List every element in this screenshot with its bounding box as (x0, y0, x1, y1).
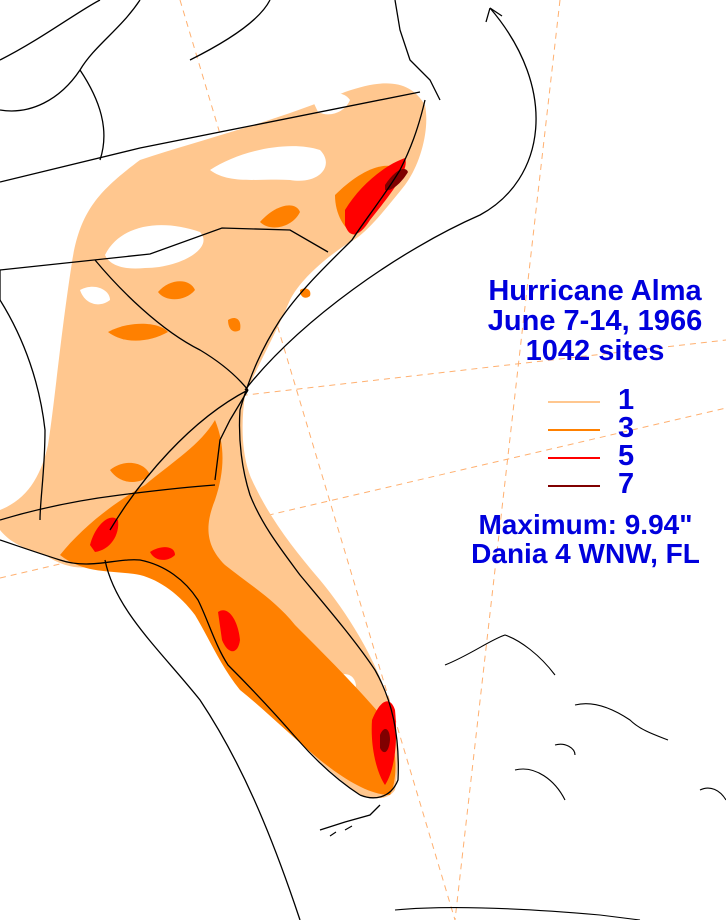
meridian-line (454, 0, 561, 920)
island-outline (574, 703, 669, 741)
state-boundary (94, 259, 249, 391)
title-line-3: 1042 sites (525, 335, 665, 367)
rain-gap (310, 92, 350, 115)
legend-swatch (548, 485, 600, 487)
legend-swatch (548, 401, 600, 403)
legend-label: 1 (618, 384, 635, 416)
rain-gap (80, 286, 110, 305)
rain-contour-7 (380, 168, 408, 753)
boundaries (0, 0, 441, 831)
track-north (244, 7, 537, 391)
island-outline (514, 768, 566, 801)
island-outline (554, 743, 576, 756)
storm-track (104, 7, 537, 920)
rain-contour-5 (90, 158, 406, 785)
legend-label: 3 (618, 412, 635, 444)
legend-label: 7 (618, 468, 635, 500)
islands (329, 634, 726, 920)
state-boundary (0, 299, 46, 521)
maximum-info: Maximum: 9.94" Dania 4 WNW, FL (448, 510, 723, 568)
gulf-coastline (0, 539, 361, 796)
legend-label: 5 (618, 440, 635, 472)
state-boundary (0, 484, 216, 521)
legend-swatch (548, 429, 600, 431)
state-boundary (214, 389, 249, 481)
parallel-line (219, 339, 726, 399)
island-outline (329, 825, 353, 837)
title-line-1: Hurricane Alma (488, 275, 702, 307)
state-boundary (0, 91, 421, 183)
state-boundary (189, 0, 271, 61)
track-south (104, 559, 301, 920)
rain-gap (210, 146, 326, 181)
atlantic-coastline (238, 99, 426, 799)
track-arrow-icon (485, 7, 503, 23)
state-boundary (0, 227, 329, 271)
chesapeake-coastline (394, 0, 441, 101)
island-outline (699, 787, 726, 801)
state-boundary (0, 0, 141, 112)
state-boundary (79, 69, 105, 161)
florida-keys (319, 804, 381, 831)
legend-swatch (548, 457, 600, 459)
maximum-value: Maximum: 9.94" (478, 509, 693, 540)
map-title: Hurricane Alma June 7-14, 1966 1042 site… (470, 276, 720, 366)
state-boundary (109, 389, 249, 531)
maximum-location: Dania 4 WNW, FL (471, 538, 700, 569)
rain-gap (105, 225, 204, 269)
island-outline (444, 634, 556, 676)
cuba-outline (394, 906, 641, 920)
title-line-2: June 7-14, 1966 (487, 305, 703, 337)
state-boundary (0, 0, 101, 61)
